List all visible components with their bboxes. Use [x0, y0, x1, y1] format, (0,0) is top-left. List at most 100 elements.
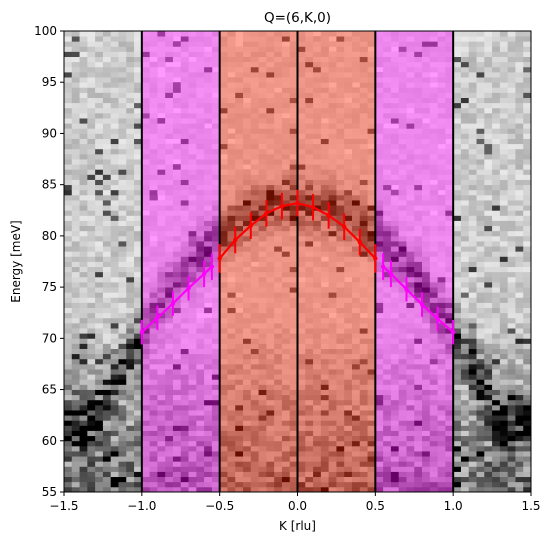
heatmap-cell [460, 461, 470, 467]
heatmap-cell [351, 251, 361, 257]
heatmap-cell [95, 486, 104, 492]
heatmap-cell [422, 56, 431, 63]
heatmap-cell [134, 404, 143, 411]
heatmap-cell [422, 369, 431, 375]
heatmap-cell [437, 51, 446, 58]
heatmap-cell [414, 486, 423, 492]
heatmap-cell [87, 246, 96, 252]
heatmap-cell [320, 440, 330, 447]
heatmap-cell [87, 210, 96, 216]
heatmap-cell [344, 466, 353, 472]
heatmap-cell [492, 128, 501, 134]
heatmap-cell [492, 36, 501, 42]
heatmap-cell [188, 451, 197, 457]
heatmap-cell [71, 338, 80, 344]
heatmap-cell [422, 281, 431, 288]
heatmap-cell [351, 123, 361, 129]
heatmap-cell [79, 374, 88, 380]
heatmap-cell [188, 133, 197, 139]
heatmap-cell [95, 261, 104, 268]
heatmap-cell [445, 112, 454, 119]
heatmap-cell [328, 379, 337, 385]
heatmap-cell [188, 61, 197, 68]
heatmap-cell [196, 404, 205, 411]
heatmap-cell [437, 220, 446, 227]
heatmap-cell [328, 31, 337, 37]
heatmap-cell [468, 302, 477, 308]
heatmap-cell [172, 169, 182, 175]
heatmap-cell [453, 205, 462, 211]
heatmap-cell [149, 71, 158, 78]
heatmap-cell [118, 241, 127, 247]
heatmap-cell [492, 138, 501, 145]
heatmap-cell [460, 287, 470, 293]
heatmap-cell [492, 148, 501, 155]
heatmap-cell [87, 348, 96, 355]
heatmap-cell [429, 317, 438, 324]
heatmap-cell [188, 266, 197, 273]
heatmap-cell [422, 399, 431, 406]
heatmap-cell [406, 481, 415, 488]
heatmap-cell [359, 287, 368, 293]
heatmap-cell [351, 363, 361, 370]
heatmap-cell [266, 102, 275, 109]
heatmap-cell [305, 210, 314, 216]
heatmap-cell [134, 107, 143, 114]
heatmap-cell [492, 215, 501, 221]
heatmap-cell [87, 97, 96, 104]
heatmap-cell [235, 353, 244, 360]
heatmap-cell [422, 210, 431, 216]
heatmap-cell [499, 394, 509, 401]
heatmap-cell [468, 379, 477, 385]
heatmap-cell [149, 215, 158, 221]
heatmap-cell [180, 159, 189, 165]
heatmap-cell [157, 235, 166, 242]
heatmap-cell [313, 200, 322, 206]
heatmap-cell [429, 87, 438, 93]
heatmap-cell [157, 333, 166, 339]
heatmap-cell [453, 153, 462, 160]
heatmap-cell [196, 461, 205, 467]
heatmap-cell [227, 461, 236, 467]
heatmap-cell [172, 476, 182, 483]
heatmap-cell [429, 256, 438, 262]
heatmap-cell [383, 205, 392, 211]
heatmap-cell [422, 481, 431, 488]
heatmap-cell [79, 148, 88, 155]
heatmap-cell [196, 251, 205, 257]
heatmap-cell [492, 328, 501, 334]
heatmap-cell [204, 61, 213, 68]
heatmap-cell [281, 369, 291, 375]
heatmap-cell [398, 148, 407, 155]
heatmap-cell [126, 118, 135, 124]
heatmap-cell [95, 440, 104, 447]
heatmap-cell [102, 61, 112, 68]
heatmap-cell [211, 87, 221, 93]
heatmap-cell [313, 307, 322, 314]
heatmap-cell [492, 174, 501, 180]
heatmap-cell [422, 486, 431, 492]
heatmap-cell [126, 430, 135, 437]
heatmap-cell [71, 56, 80, 63]
heatmap-cell [126, 456, 135, 462]
heatmap-cell [281, 333, 291, 339]
heatmap-cell [134, 41, 143, 47]
heatmap-cell [172, 194, 182, 201]
heatmap-cell [165, 159, 174, 165]
heatmap-cell [95, 97, 104, 104]
heatmap-cell [422, 246, 431, 252]
heatmap-cell [390, 92, 400, 98]
heatmap-cell [398, 159, 407, 165]
heatmap-cell [359, 230, 368, 237]
heatmap-cell [87, 358, 96, 365]
heatmap-cell [297, 451, 306, 457]
heatmap-cell [351, 287, 361, 293]
heatmap-cell [149, 404, 158, 411]
heatmap-cell [64, 328, 73, 334]
heatmap-cell [468, 374, 477, 380]
heatmap-cell [188, 420, 197, 426]
heatmap-cell [126, 466, 135, 472]
heatmap-cell [71, 312, 80, 319]
heatmap-cell [64, 36, 73, 42]
heatmap-cell [180, 389, 189, 396]
